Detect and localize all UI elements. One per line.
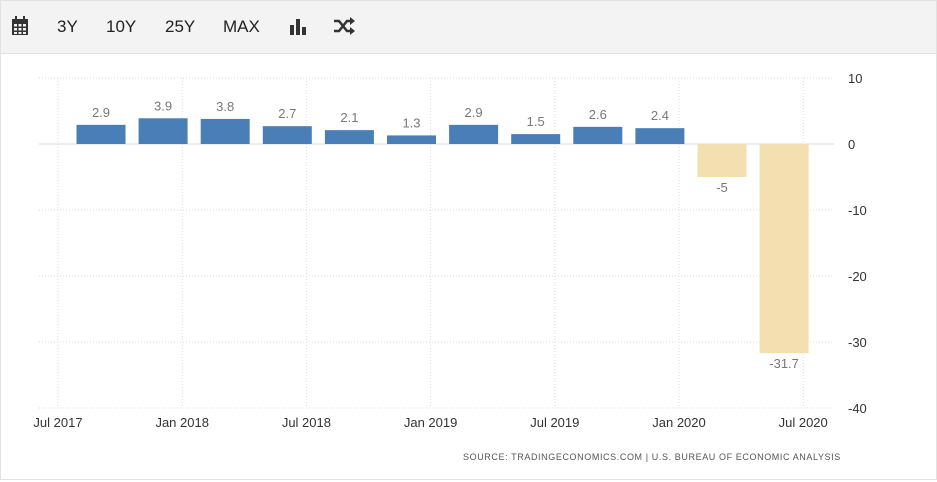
y-tick-label: -30 <box>848 335 867 350</box>
bar <box>573 126 623 144</box>
x-tick-label: Jul 2019 <box>530 415 579 430</box>
x-tick-label: Jul 2018 <box>282 415 331 430</box>
bar <box>324 130 374 144</box>
chart-toolbar: 3Y 10Y 25Y MAX <box>1 1 936 54</box>
x-tick-label: Jul 2017 <box>33 415 82 430</box>
bar <box>635 128 685 144</box>
bar <box>138 118 188 144</box>
x-tick-label: Jul 2020 <box>779 415 828 430</box>
bar <box>200 118 250 144</box>
bar-value-label: 1.5 <box>527 114 545 129</box>
bar-value-label: 1.3 <box>402 115 420 130</box>
gdp-growth-bar-chart: 10 0 -10 -20 -30 -40 Jul 2017 Jan 2018 Jul 2018 J… <box>33 71 867 430</box>
range-max-button[interactable]: MAX <box>223 17 260 36</box>
y-tick-label: 10 <box>848 71 862 86</box>
bar-value-label: -31.7 <box>769 356 799 371</box>
y-tick-label: -20 <box>848 269 867 284</box>
bar <box>449 124 499 144</box>
bar-value-label: 3.9 <box>154 98 172 113</box>
x-tick-label: Jan 2018 <box>155 415 209 430</box>
bar <box>697 144 747 177</box>
y-tick-label: -40 <box>848 401 867 416</box>
x-tick-label: Jan 2019 <box>404 415 458 430</box>
bar-value-label: 2.7 <box>278 106 296 121</box>
bar <box>76 124 126 144</box>
x-tick-label: Jan 2020 <box>652 415 706 430</box>
bar-value-label: 2.1 <box>340 110 358 125</box>
y-tick-label: -10 <box>848 203 867 218</box>
bar-value-label: 2.4 <box>651 108 669 123</box>
y-tick-label: 0 <box>848 137 855 152</box>
calendar-icon[interactable] <box>11 15 29 42</box>
range-10y-button[interactable]: 10Y <box>106 17 137 36</box>
bar-value-label: 3.8 <box>216 99 234 114</box>
bar <box>759 144 809 354</box>
bar <box>387 135 436 144</box>
bar-value-label: 2.6 <box>589 107 607 122</box>
bar-chart-icon[interactable] <box>289 17 307 40</box>
bar <box>262 126 312 144</box>
bar-value-label: -5 <box>716 180 728 195</box>
bar-value-label: 2.9 <box>92 105 110 120</box>
bar <box>511 134 561 144</box>
shuffle-icon[interactable] <box>333 17 355 40</box>
range-3y-button[interactable]: 3Y <box>57 17 78 36</box>
source-note: SOURCE: TRADINGECONOMICS.COM | U.S. BURE… <box>463 452 841 462</box>
bar-value-label: 2.9 <box>465 105 483 120</box>
range-25y-button[interactable]: 25Y <box>165 17 196 36</box>
